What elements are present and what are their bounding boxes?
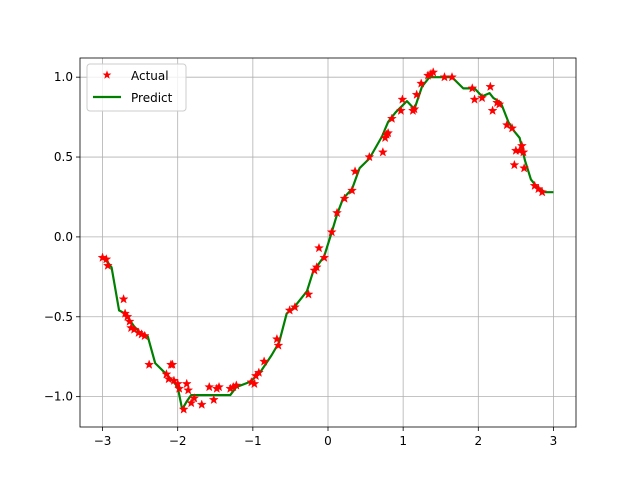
x-tick-label: −3 (94, 434, 112, 448)
actual-point (181, 378, 192, 389)
actual-point (485, 81, 496, 91)
y-tick-label: 0.5 (54, 150, 73, 164)
actual-point (507, 123, 518, 133)
actual-point (273, 340, 284, 350)
actual-point (172, 378, 183, 389)
y-axis: −1.0 −0.5 0.0 0.5 1.0 (44, 70, 80, 404)
actual-point (186, 397, 197, 408)
actual-point (319, 252, 330, 262)
actual-point (189, 393, 200, 403)
actual-point (271, 333, 282, 344)
actual-point (467, 83, 478, 93)
x-tick-label: 3 (550, 434, 558, 448)
actual-point (469, 94, 480, 104)
actual-point (161, 369, 172, 379)
actual-point (259, 356, 270, 366)
actual-point (516, 140, 527, 151)
actual-point (386, 113, 397, 123)
x-tick-label: −1 (244, 434, 262, 448)
actual-point (494, 99, 505, 109)
actual-point (167, 359, 178, 369)
legend-actual-label: Actual (131, 69, 169, 83)
actual-point (397, 94, 408, 104)
actual-point (364, 151, 375, 162)
actual-point (311, 262, 322, 272)
y-tick-label: −1.0 (44, 390, 73, 404)
actual-point (196, 399, 207, 409)
plot-area (97, 67, 554, 414)
actual-point (339, 193, 350, 203)
actual-point (350, 166, 360, 176)
actual-point (124, 316, 135, 326)
actual-point (303, 289, 314, 299)
y-tick-label: 0.0 (54, 230, 73, 244)
actual-point (409, 103, 420, 114)
actual-point (178, 404, 189, 414)
y-tick-label: 1.0 (54, 70, 73, 84)
actual-point (411, 89, 422, 99)
actual-point (122, 311, 133, 321)
legend-actual-marker (102, 70, 112, 79)
actual-point (347, 185, 357, 195)
predict-series (101, 76, 554, 411)
actual-point (487, 105, 498, 115)
x-tick-label: 0 (324, 434, 332, 448)
actual-point (101, 254, 112, 264)
x-tick-label: −2 (169, 434, 187, 448)
actual-point (377, 147, 388, 157)
actual-point (204, 381, 215, 392)
predict-line (101, 76, 554, 411)
actual-point (183, 385, 194, 395)
actual-point (447, 71, 457, 82)
x-axis: −3 −2 −1 0 1 2 3 (94, 427, 558, 448)
actual-point (253, 367, 264, 377)
actual-point (208, 394, 219, 405)
actual-point (395, 105, 406, 115)
actual-series (97, 67, 548, 414)
actual-point (118, 294, 129, 304)
actual-point (332, 207, 342, 218)
actual-point (501, 119, 512, 130)
legend-predict-label: Predict (131, 91, 173, 105)
actual-point (102, 260, 113, 270)
actual-point (477, 92, 487, 103)
actual-point (383, 127, 394, 138)
legend: Actual Predict (86, 63, 187, 112)
x-tick-label: 2 (474, 434, 482, 448)
actual-point (519, 163, 530, 173)
actual-point (428, 67, 439, 77)
actual-point (249, 378, 260, 389)
y-tick-label: −0.5 (44, 310, 73, 324)
actual-point (537, 186, 548, 197)
actual-point (144, 359, 155, 369)
actual-point (509, 159, 520, 170)
actual-point (290, 302, 300, 312)
actual-point (231, 380, 242, 390)
actual-point (163, 373, 174, 384)
legend-box (86, 63, 187, 112)
actual-point (326, 226, 337, 237)
grid (80, 58, 576, 427)
actual-point (214, 381, 224, 392)
actual-point (314, 242, 324, 253)
actual-point (518, 147, 529, 157)
actual-point (174, 383, 185, 393)
x-tick-label: 1 (399, 434, 407, 448)
actual-point (139, 330, 150, 341)
actual-point (416, 78, 427, 88)
